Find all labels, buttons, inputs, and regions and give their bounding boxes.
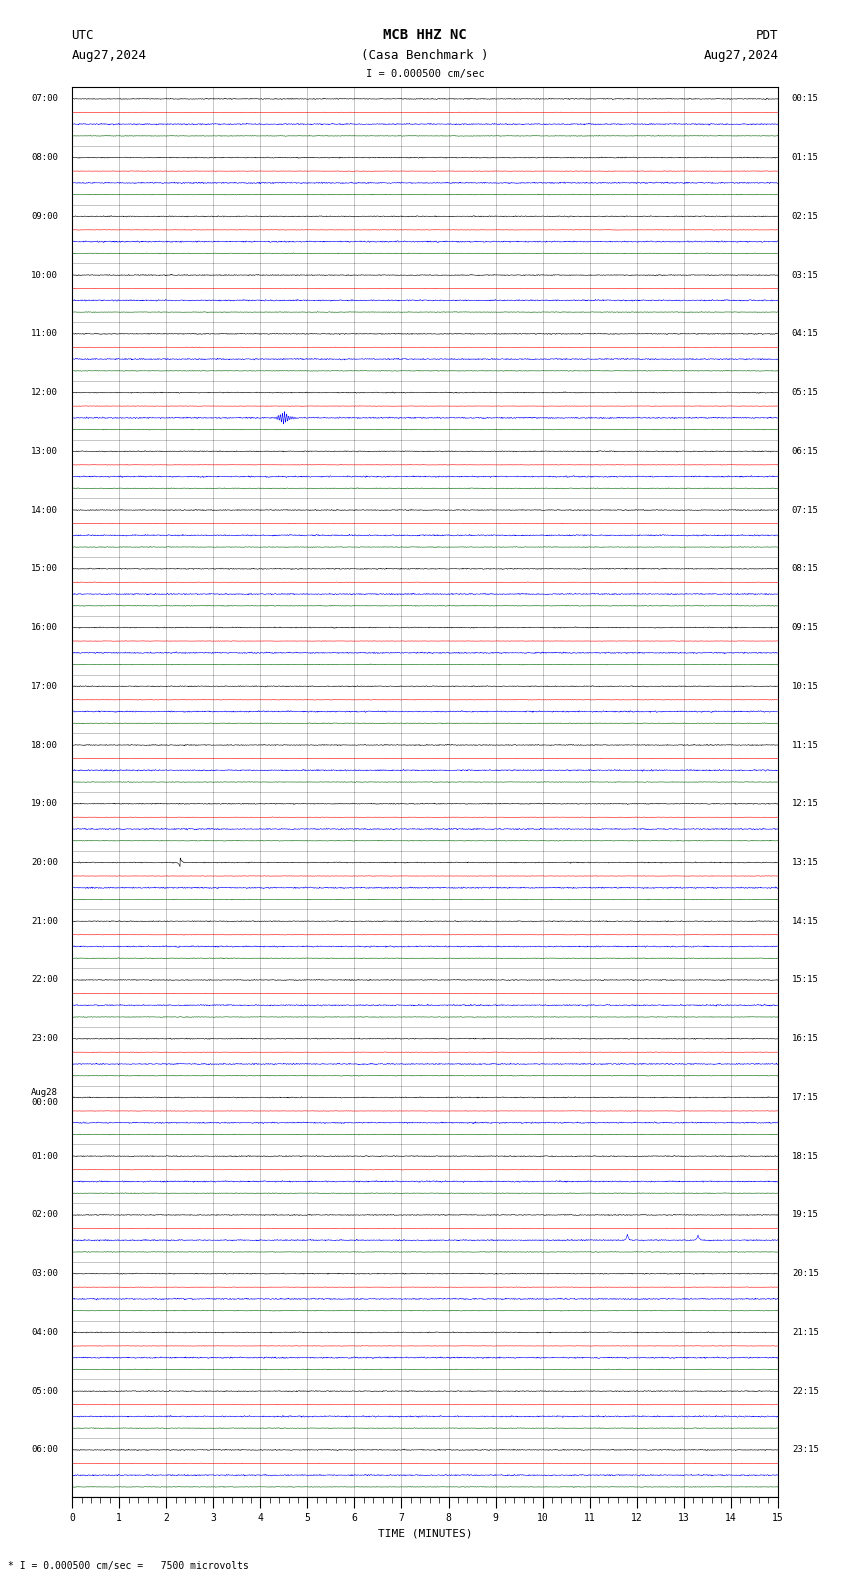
Text: 14:00: 14:00 [31, 505, 58, 515]
Text: 08:00: 08:00 [31, 154, 58, 162]
Text: 11:15: 11:15 [792, 740, 819, 749]
Text: 23:15: 23:15 [792, 1445, 819, 1454]
Text: 13:00: 13:00 [31, 447, 58, 456]
Text: 22:15: 22:15 [792, 1386, 819, 1396]
X-axis label: TIME (MINUTES): TIME (MINUTES) [377, 1529, 473, 1538]
Text: 13:15: 13:15 [792, 859, 819, 866]
Text: * I = 0.000500 cm/sec =   7500 microvolts: * I = 0.000500 cm/sec = 7500 microvolts [8, 1562, 249, 1571]
Text: 12:15: 12:15 [792, 800, 819, 808]
Text: 15:00: 15:00 [31, 564, 58, 573]
Text: 02:15: 02:15 [792, 212, 819, 220]
Text: 22:00: 22:00 [31, 976, 58, 985]
Text: 14:15: 14:15 [792, 917, 819, 925]
Text: 11:00: 11:00 [31, 329, 58, 339]
Text: 10:00: 10:00 [31, 271, 58, 280]
Text: Aug28
00:00: Aug28 00:00 [31, 1088, 58, 1107]
Text: Aug27,2024: Aug27,2024 [71, 49, 146, 62]
Text: 05:00: 05:00 [31, 1386, 58, 1396]
Text: 01:15: 01:15 [792, 154, 819, 162]
Text: 18:15: 18:15 [792, 1152, 819, 1161]
Text: 12:00: 12:00 [31, 388, 58, 398]
Text: 15:15: 15:15 [792, 976, 819, 985]
Text: 17:15: 17:15 [792, 1093, 819, 1102]
Text: 06:00: 06:00 [31, 1445, 58, 1454]
Text: 03:15: 03:15 [792, 271, 819, 280]
Text: 07:00: 07:00 [31, 95, 58, 103]
Text: 09:00: 09:00 [31, 212, 58, 220]
Text: 04:00: 04:00 [31, 1327, 58, 1337]
Text: I = 0.000500 cm/sec: I = 0.000500 cm/sec [366, 68, 484, 79]
Text: 02:00: 02:00 [31, 1210, 58, 1220]
Text: 16:15: 16:15 [792, 1034, 819, 1044]
Text: 10:15: 10:15 [792, 681, 819, 691]
Text: 20:15: 20:15 [792, 1269, 819, 1278]
Text: 01:00: 01:00 [31, 1152, 58, 1161]
Text: 06:15: 06:15 [792, 447, 819, 456]
Text: 23:00: 23:00 [31, 1034, 58, 1044]
Text: 07:15: 07:15 [792, 505, 819, 515]
Text: 08:15: 08:15 [792, 564, 819, 573]
Text: 17:00: 17:00 [31, 681, 58, 691]
Text: 16:00: 16:00 [31, 623, 58, 632]
Text: 19:15: 19:15 [792, 1210, 819, 1220]
Text: 18:00: 18:00 [31, 740, 58, 749]
Text: 00:15: 00:15 [792, 95, 819, 103]
Text: Aug27,2024: Aug27,2024 [704, 49, 779, 62]
Text: UTC: UTC [71, 29, 94, 43]
Text: 04:15: 04:15 [792, 329, 819, 339]
Text: PDT: PDT [756, 29, 779, 43]
Text: 21:15: 21:15 [792, 1327, 819, 1337]
Text: 20:00: 20:00 [31, 859, 58, 866]
Text: MCB HHZ NC: MCB HHZ NC [383, 29, 467, 43]
Text: 05:15: 05:15 [792, 388, 819, 398]
Text: 21:00: 21:00 [31, 917, 58, 925]
Text: 09:15: 09:15 [792, 623, 819, 632]
Text: 03:00: 03:00 [31, 1269, 58, 1278]
Text: (Casa Benchmark ): (Casa Benchmark ) [361, 49, 489, 62]
Text: 19:00: 19:00 [31, 800, 58, 808]
